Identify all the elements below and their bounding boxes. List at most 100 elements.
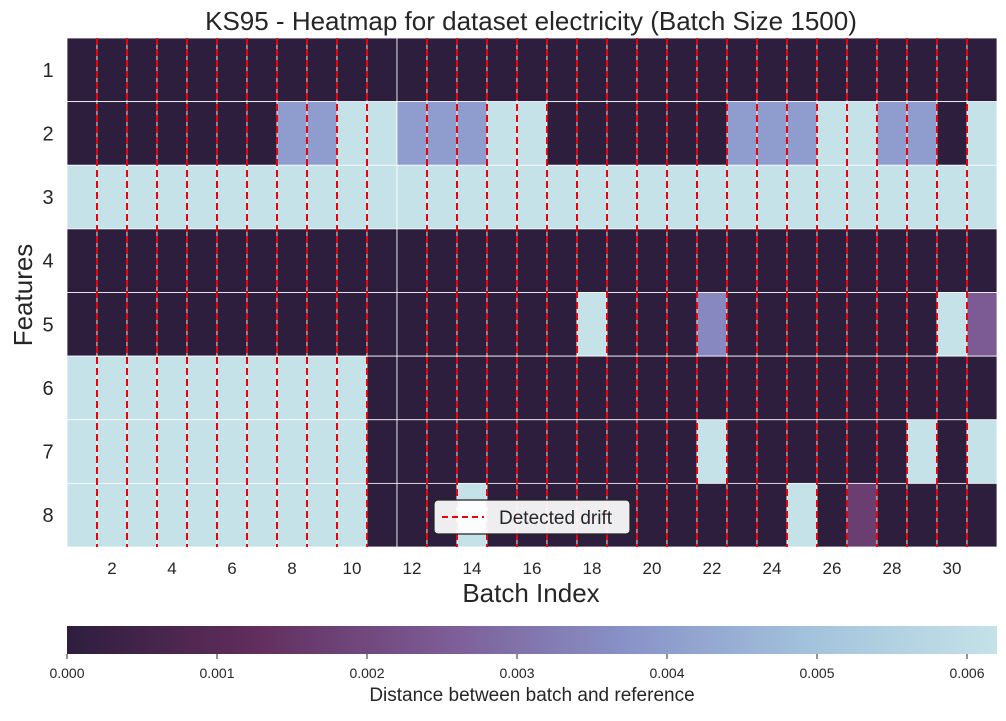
heatmap-cell	[66, 228, 98, 293]
heatmap-cell	[96, 292, 128, 357]
heatmap-cell	[966, 101, 998, 166]
heatmap-cell	[366, 355, 398, 421]
x-tick-label: 20	[643, 559, 662, 578]
heatmap-cell	[306, 292, 338, 357]
heatmap-cell	[876, 292, 908, 357]
heatmap-cell	[396, 482, 428, 548]
heatmap-cell	[726, 101, 758, 166]
heatmap-cell	[156, 419, 188, 484]
heatmap-cell	[246, 228, 278, 293]
heatmap-cell	[786, 228, 818, 293]
heatmap-cell	[66, 37, 98, 103]
heatmap-cell	[546, 355, 578, 421]
heatmap-cell	[786, 292, 818, 357]
heatmap-cell	[576, 164, 608, 230]
heatmap-cell	[276, 482, 308, 548]
heatmap-cell	[846, 164, 878, 230]
heatmap-cell	[876, 37, 908, 103]
colorbar-tick-label: 0.005	[799, 665, 834, 681]
x-tick-label: 30	[943, 559, 962, 578]
heatmap-cell	[936, 482, 968, 548]
heatmap-cell	[66, 101, 98, 166]
heatmap-cell	[336, 37, 368, 103]
heatmap-cell	[516, 292, 548, 357]
heatmap-cell	[696, 228, 728, 293]
x-tick-label: 18	[583, 559, 602, 578]
colorbar-ticks: 0.000 0.001 0.002 0.003 0.004 0.005 0.006	[49, 654, 985, 681]
heatmap-cell	[906, 419, 938, 484]
heatmap-cell	[816, 355, 848, 421]
heatmap-cell	[936, 101, 968, 166]
heatmap-cell	[306, 164, 338, 230]
heatmap-cell	[126, 37, 158, 103]
heatmap-cell	[606, 37, 638, 103]
y-tick-label: 5	[42, 314, 53, 336]
heatmap-cell	[816, 101, 848, 166]
heatmap-cell	[156, 355, 188, 421]
x-tick-label: 6	[227, 559, 236, 578]
y-tick-label: 4	[42, 251, 53, 273]
heatmap-cell	[186, 101, 218, 166]
heatmap-cell	[276, 419, 308, 484]
heatmap-cell	[606, 228, 638, 293]
heatmap-cell	[396, 101, 428, 166]
heatmap-cell	[966, 482, 998, 548]
heatmap-cell	[846, 355, 878, 421]
heatmap-cell	[276, 101, 308, 166]
heatmap-cell	[576, 37, 608, 103]
heatmap-cell	[966, 228, 998, 293]
heatmap-cell	[246, 482, 278, 548]
heatmap-cell	[156, 164, 188, 230]
heatmap-cell	[696, 37, 728, 103]
heatmap-cell	[846, 37, 878, 103]
heatmap-cell	[126, 101, 158, 166]
heatmap-cell	[486, 292, 518, 357]
heatmap-cell	[906, 292, 938, 357]
heatmap-cell	[216, 164, 248, 230]
heatmap-cell	[696, 292, 728, 357]
heatmap-cell	[126, 164, 158, 230]
y-tick-label: 8	[42, 505, 53, 527]
heatmap-cell	[546, 37, 578, 103]
heatmap-cell	[486, 164, 518, 230]
heatmap-cell	[426, 101, 458, 166]
heatmap-cell	[966, 164, 998, 230]
heatmap-cell	[456, 37, 488, 103]
drift-lines	[96, 38, 968, 547]
heatmap-cell	[306, 37, 338, 103]
heatmap-cell	[126, 228, 158, 293]
heatmap-cell	[786, 164, 818, 230]
heatmap-cell	[546, 228, 578, 293]
heatmap-cell	[156, 482, 188, 548]
heatmap-cell	[186, 228, 218, 293]
heatmap-cell	[456, 164, 488, 230]
heatmap-cell	[186, 482, 218, 548]
heatmap-cell	[426, 37, 458, 103]
heatmap-cell	[336, 355, 368, 421]
heatmap-cell	[216, 228, 248, 293]
heatmap-cell	[636, 164, 668, 230]
heatmap-cell	[786, 101, 818, 166]
heatmap-cell	[66, 164, 98, 230]
heatmap-cell	[306, 419, 338, 484]
heatmap-cell	[786, 37, 818, 103]
heatmap-cell	[456, 419, 488, 484]
heatmap-cell	[336, 228, 368, 293]
heatmap-cell	[606, 419, 638, 484]
x-tick-label: 22	[703, 559, 722, 578]
heatmap-cell	[756, 292, 788, 357]
heatmap-cell	[696, 482, 728, 548]
heatmap-cell	[246, 37, 278, 103]
heatmap-cell	[756, 228, 788, 293]
heatmap-cell	[66, 355, 98, 421]
heatmap-cell	[366, 228, 398, 293]
heatmap-cell	[186, 355, 218, 421]
heatmap-cell	[66, 482, 98, 548]
heatmap-cell	[846, 292, 878, 357]
heatmap-cell	[636, 37, 668, 103]
colorbar-label: Distance between batch and reference	[369, 685, 694, 706]
y-tick-label: 7	[42, 442, 53, 464]
x-tick-label: 26	[823, 559, 842, 578]
heatmap-cell	[396, 37, 428, 103]
